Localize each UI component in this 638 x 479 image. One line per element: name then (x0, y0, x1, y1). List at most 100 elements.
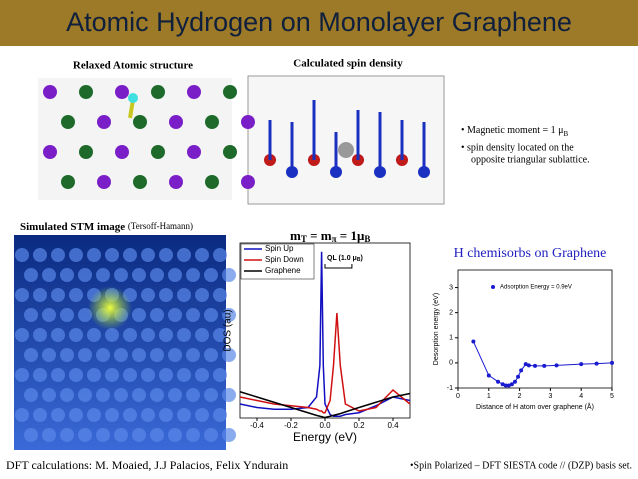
stm-bump (60, 428, 74, 442)
stm-bump (69, 328, 83, 342)
stm-bump (87, 328, 101, 342)
data-point (506, 383, 511, 388)
annotation-part: QL (1.0 μ (327, 255, 357, 262)
subscript: B (564, 130, 569, 138)
atom (97, 175, 111, 189)
series-line (472, 341, 613, 386)
stm-bump (114, 428, 128, 442)
stm-bump (141, 408, 155, 422)
stm-bump (24, 348, 38, 362)
data-point (526, 363, 531, 368)
stm-bump (60, 268, 74, 282)
data-point (496, 379, 501, 384)
stm-bump (150, 348, 164, 362)
stm-bump (114, 348, 128, 362)
stm-bump (78, 348, 92, 362)
stm-bump (33, 288, 47, 302)
stm-bump (114, 388, 128, 402)
stm-bump (195, 368, 209, 382)
x-tick-label: 3 (548, 393, 552, 400)
atom (115, 85, 129, 99)
x-tick-label: 0 (456, 393, 460, 400)
data-point (594, 361, 599, 366)
stm-bump (15, 328, 29, 342)
atom (187, 145, 201, 159)
bullet: • Magnetic moment = 1 μB (461, 125, 569, 137)
stm-bump (123, 408, 137, 422)
stm-bump (132, 348, 146, 362)
stm-bump (186, 388, 200, 402)
panel-label: Simulated STM image (Tersoff-Hamann) (20, 221, 193, 233)
stm-bump (213, 288, 227, 302)
y-tick-label: -1 (447, 385, 453, 392)
stm-blob (88, 286, 132, 330)
stm-bump (141, 368, 155, 382)
stm-bump (96, 388, 110, 402)
stm-bump (213, 368, 227, 382)
y-axis-label: Desorption energy (eV) (433, 293, 440, 365)
stm-bump (51, 368, 65, 382)
eq-part: T (301, 234, 307, 244)
stm-bump (96, 268, 110, 282)
series-line (239, 312, 411, 414)
atom (169, 115, 183, 129)
eq-part: = 1μ (337, 228, 365, 243)
data-point (471, 339, 476, 344)
stm-bump (42, 428, 56, 442)
eq-part: m (290, 228, 301, 243)
data-point (579, 362, 584, 367)
stm-bump (87, 368, 101, 382)
stm-bump (168, 308, 182, 322)
atom (187, 85, 201, 99)
atom (43, 85, 57, 99)
pictures (14, 75, 445, 450)
stm-bump (69, 408, 83, 422)
stm-bump (105, 248, 119, 262)
atom (61, 115, 75, 129)
stm-bump (78, 268, 92, 282)
title: Atomic Hydrogen on Monolayer Graphene (66, 7, 572, 37)
title-bar (0, 0, 638, 46)
data-point (554, 363, 559, 368)
x-axis-label: Distance of H atom over graphene (Å) (476, 402, 594, 411)
stm-bump (195, 328, 209, 342)
atom (115, 145, 129, 159)
eq-part: = m (307, 228, 332, 243)
stm-bump (177, 328, 191, 342)
stm-bump (69, 248, 83, 262)
stm-bump (213, 408, 227, 422)
atom (205, 115, 219, 129)
panel-label: Relaxed Atomic structure (73, 60, 193, 72)
stm-bump (159, 368, 173, 382)
bullet-text: • Magnetic moment = 1 μ (461, 125, 564, 136)
atom (205, 175, 219, 189)
atom (151, 145, 165, 159)
legend-label: Spin Up (265, 244, 294, 253)
stm-bump (24, 428, 38, 442)
stm-bump (195, 248, 209, 262)
stm-bump (186, 308, 200, 322)
stm-bump (69, 368, 83, 382)
bullet: opposite triangular sublattice. (471, 154, 590, 165)
x-tick-label: 5 (610, 393, 614, 400)
bullet: • spin density located on the (461, 142, 574, 153)
hydrogen (128, 93, 138, 103)
stm-bump (33, 248, 47, 262)
data-point (500, 382, 505, 387)
legend-box (240, 243, 315, 280)
panel-label: Calculated spin density (293, 58, 403, 70)
atom (97, 115, 111, 129)
stm-bump (42, 348, 56, 362)
y-tick-label: 3 (449, 284, 453, 291)
series-line (239, 251, 411, 417)
stm-bump (186, 348, 200, 362)
stm-bump (105, 368, 119, 382)
x-tick-label: -0.2 (284, 421, 298, 430)
stm-bump (42, 308, 56, 322)
stm-bump (222, 268, 236, 282)
stm-bump (123, 248, 137, 262)
equation: mT = mπ = 1μB (290, 228, 370, 244)
atom (223, 145, 237, 159)
stm-bump (222, 308, 236, 322)
stm-bump (105, 328, 119, 342)
